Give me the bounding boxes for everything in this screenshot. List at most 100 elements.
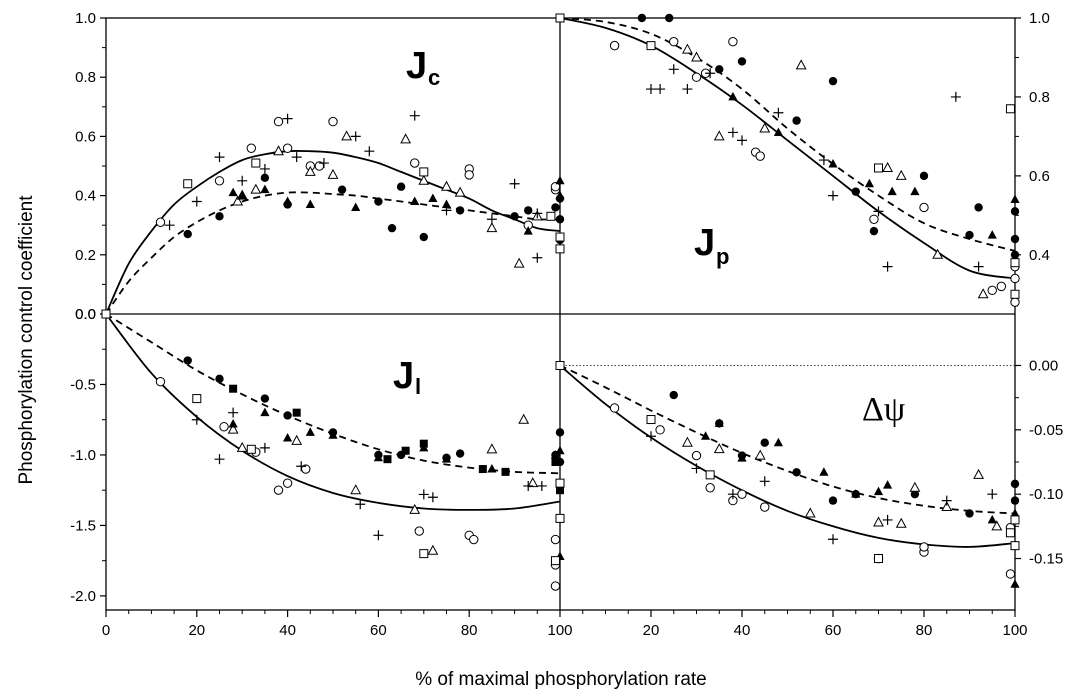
y-tick-label: 0.4: [75, 188, 96, 205]
point-open-triangle: [518, 413, 530, 424]
point-open-triangle: [227, 423, 239, 434]
point-plus: [882, 261, 893, 272]
point-filled-triangle: [910, 186, 920, 196]
point-plus: [682, 84, 693, 95]
panel-label-jl: J: [393, 355, 414, 397]
point-open-triangle: [681, 436, 693, 447]
point-open-triangle: [291, 434, 303, 445]
panel-label-jp: J: [694, 222, 715, 264]
point-filled-circle: [1010, 250, 1020, 259]
point-plus: [737, 135, 747, 146]
point-plus: [441, 205, 452, 216]
point-plus: [523, 480, 534, 491]
point-open-circle: [155, 376, 166, 387]
point-open-circle: [609, 40, 620, 51]
y-tick-label: -2.0: [70, 588, 96, 605]
point-filled-triangle: [714, 418, 724, 427]
point-open-triangle: [232, 195, 244, 206]
point-open-circle: [273, 485, 284, 495]
x-tick-label: 20: [188, 622, 205, 639]
point-filled-circle: [665, 13, 674, 23]
panel-label-jc: J: [406, 45, 427, 87]
point-filled-triangle: [283, 433, 293, 442]
point-open-circle: [1010, 273, 1020, 284]
point-filled-circle: [374, 197, 383, 206]
point-open-triangle: [909, 481, 921, 492]
point-filled-triangle: [1010, 579, 1020, 588]
x-tick-label: 60: [825, 622, 842, 639]
point-open-square: [546, 211, 556, 221]
y-tick-label: 0.4: [1029, 247, 1050, 264]
point-plus: [987, 489, 998, 500]
point-open-circle: [219, 422, 229, 432]
point-filled-triangle: [773, 437, 783, 447]
point-filled-triangle: [328, 430, 338, 439]
point-open-triangle: [304, 165, 316, 176]
point-open-circle: [919, 202, 929, 213]
point-filled-triangle: [555, 175, 565, 185]
point-filled-triangle: [260, 184, 270, 194]
point-open-square: [705, 470, 715, 480]
point-plus: [364, 146, 375, 157]
point-plus: [318, 158, 329, 169]
point-filled-triangle: [237, 190, 247, 200]
point-open-square: [101, 309, 111, 319]
y-tick-label: 0.6: [1029, 168, 1050, 185]
point-plus: [486, 214, 497, 225]
point-open-triangle: [427, 544, 439, 555]
point-open-circle: [869, 214, 879, 224]
fit-curve-solid-jp: [559, 17, 1016, 280]
point-filled-triangle: [305, 199, 315, 208]
point-filled-circle: [1010, 234, 1020, 244]
y-tick-label: 0.8: [1029, 89, 1050, 106]
point-filled-triangle: [228, 418, 238, 428]
point-plus: [418, 489, 429, 500]
point-open-triangle: [250, 183, 262, 194]
labels: Phosphorylation control coefficient % of…: [16, 45, 905, 690]
point-filled-triangle: [864, 178, 874, 188]
y-tick-label: 0.00: [1029, 357, 1058, 374]
point-plus: [705, 68, 716, 79]
point-filled-triangle: [851, 489, 861, 498]
point-open-circle: [550, 534, 561, 545]
point-filled-triangle: [1010, 194, 1020, 204]
point-filled-circle: [337, 185, 347, 194]
point-filled-triangle: [487, 464, 497, 473]
point-filled-circle: [387, 223, 397, 233]
point-plus: [191, 414, 202, 425]
point-open-triangle: [236, 441, 248, 452]
x-tick-label: 40: [279, 622, 296, 639]
point-open-triangle: [486, 222, 498, 233]
axis-ticks: 0 20 40 60 80 100 20 40 60 80 100 0.0 0.2 0.4 0.6 0.8 1.…: [70, 10, 1063, 639]
point-filled-triangle: [701, 431, 711, 440]
point-open-triangle: [327, 168, 339, 179]
point-plus: [818, 155, 829, 166]
point-open-triangle: [754, 449, 766, 460]
x-tick-label: 0: [102, 622, 110, 639]
point-open-square: [192, 394, 202, 404]
point-open-circle: [691, 72, 702, 82]
point-filled-circle: [965, 230, 974, 240]
point-open-triangle: [895, 169, 907, 180]
point-plus: [727, 489, 738, 500]
point-plus: [941, 495, 952, 506]
point-filled-triangle: [883, 480, 893, 489]
point-filled-triangle: [737, 453, 747, 462]
point-open-triangle: [977, 288, 989, 299]
panel-sub-jl: l: [415, 374, 421, 399]
point-open-triangle: [486, 443, 498, 454]
point-open-triangle: [409, 503, 421, 514]
point-open-triangle: [454, 186, 466, 197]
point-open-square: [555, 232, 565, 242]
point-plus: [973, 261, 984, 272]
point-open-circle: [760, 502, 770, 512]
point-filled-circle: [396, 182, 406, 191]
point-filled-circle: [455, 206, 465, 215]
point-open-circle: [410, 158, 420, 168]
panel-label-delta-psi: Δψ: [862, 391, 905, 428]
point-open-triangle: [973, 468, 985, 479]
point-plus: [759, 476, 770, 487]
point-open-square: [555, 13, 565, 23]
point-plus: [291, 152, 302, 163]
point-filled-circle: [555, 215, 565, 224]
